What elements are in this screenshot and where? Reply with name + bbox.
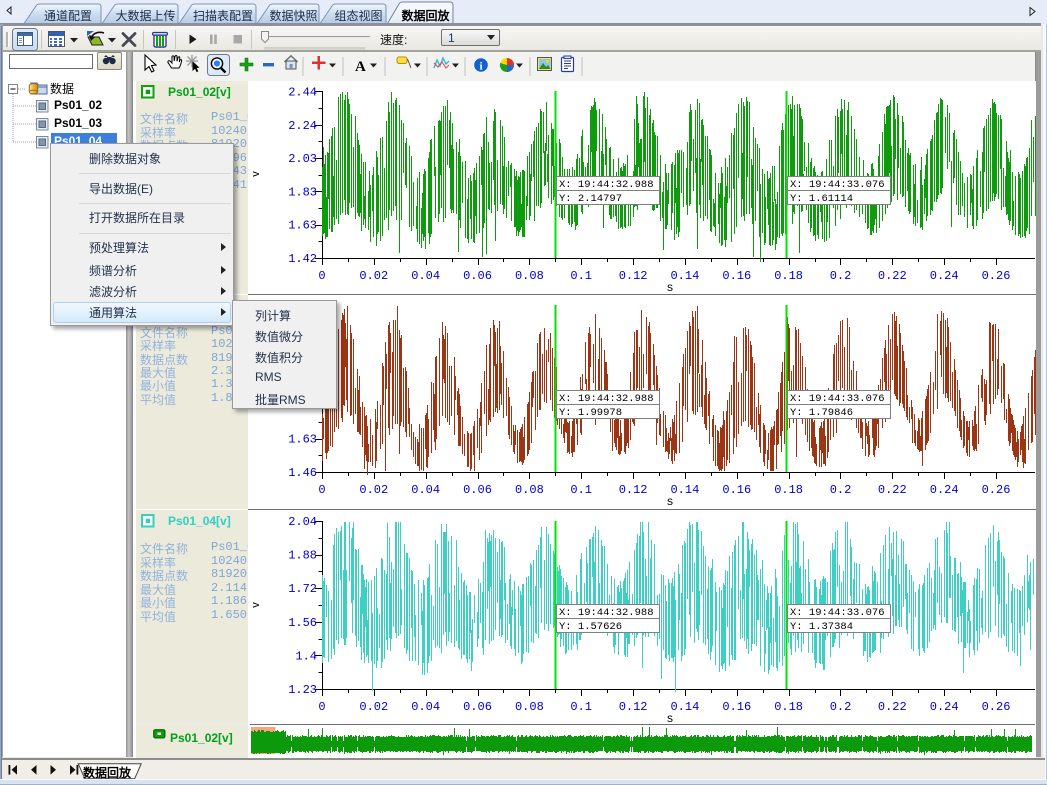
svg-text:1.46: 1.46 — [288, 466, 317, 480]
svg-text:0.26: 0.26 — [982, 483, 1011, 497]
svg-text:s: s — [666, 495, 673, 509]
svg-text:0.06: 0.06 — [463, 700, 492, 714]
svg-text:2.24: 2.24 — [288, 119, 317, 133]
svg-text:0.26: 0.26 — [982, 269, 1011, 283]
svg-text:0.24: 0.24 — [930, 483, 959, 497]
svg-text:s: s — [666, 712, 673, 723]
svg-text:0.14: 0.14 — [670, 483, 699, 497]
svg-text:X: 19:44:33.076: X: 19:44:33.076 — [790, 607, 885, 619]
svg-text:X: 19:44:32.988: X: 19:44:32.988 — [559, 607, 654, 619]
svg-text:0.2: 0.2 — [830, 483, 852, 497]
svg-text:1.23: 1.23 — [288, 683, 317, 697]
svg-text:0.24: 0.24 — [930, 700, 959, 714]
svg-text:1.83: 1.83 — [288, 185, 317, 199]
svg-text:数据快照: 数据快照 — [269, 8, 317, 23]
svg-text:0.08: 0.08 — [515, 269, 544, 283]
svg-text:0.02: 0.02 — [359, 700, 388, 714]
svg-text:1.56: 1.56 — [288, 616, 317, 630]
svg-text:0.02: 0.02 — [359, 269, 388, 283]
svg-text:0.2: 0.2 — [830, 700, 852, 714]
svg-text:0.12: 0.12 — [619, 483, 648, 497]
svg-text:1.42: 1.42 — [288, 252, 317, 266]
svg-text:0.18: 0.18 — [774, 483, 803, 497]
svg-text:0.08: 0.08 — [515, 483, 544, 497]
svg-text:v: v — [250, 602, 262, 608]
svg-text:0.04: 0.04 — [411, 700, 440, 714]
svg-text:0.22: 0.22 — [878, 700, 907, 714]
svg-text:1.88: 1.88 — [288, 549, 317, 563]
svg-text:数据回放: 数据回放 — [401, 8, 450, 23]
svg-text:0.04: 0.04 — [411, 269, 440, 283]
svg-text:2.44: 2.44 — [288, 86, 317, 100]
svg-text:0.24: 0.24 — [930, 269, 959, 283]
svg-text:A: A — [355, 59, 366, 75]
svg-text:0.1: 0.1 — [570, 483, 592, 497]
svg-text:0.18: 0.18 — [774, 269, 803, 283]
svg-text:0.12: 0.12 — [619, 700, 648, 714]
svg-text:大数据上传: 大数据上传 — [115, 8, 175, 23]
svg-text:Y: 1.37384: Y: 1.37384 — [790, 621, 853, 633]
svg-text:1.72: 1.72 — [288, 582, 317, 596]
svg-text:0.22: 0.22 — [878, 483, 907, 497]
svg-text:1.63: 1.63 — [288, 219, 317, 233]
svg-text:数据: 数据 — [50, 81, 74, 96]
svg-text:组态视图: 组态视图 — [334, 8, 382, 23]
svg-text:0.1: 0.1 — [570, 269, 592, 283]
svg-text:i: i — [479, 61, 482, 73]
svg-text:0: 0 — [318, 483, 325, 497]
svg-text:0: 0 — [318, 269, 325, 283]
svg-text:0.16: 0.16 — [722, 269, 751, 283]
svg-text:X: 19:44:32.988: X: 19:44:32.988 — [559, 179, 654, 191]
svg-text:Y: 1.61114: Y: 1.61114 — [790, 193, 853, 205]
svg-text:0.26: 0.26 — [982, 700, 1011, 714]
svg-text:s: s — [666, 281, 673, 295]
svg-text:0.06: 0.06 — [463, 483, 492, 497]
svg-text:扫描表配置: 扫描表配置 — [193, 9, 253, 23]
svg-text:2.03: 2.03 — [288, 152, 317, 166]
svg-text:0.2: 0.2 — [830, 269, 852, 283]
svg-text:0.08: 0.08 — [515, 700, 544, 714]
svg-text:0.14: 0.14 — [670, 269, 699, 283]
svg-text:0.16: 0.16 — [722, 700, 751, 714]
svg-text:0: 0 — [318, 700, 325, 714]
svg-text:0.02: 0.02 — [359, 483, 388, 497]
svg-text:0.14: 0.14 — [670, 700, 699, 714]
svg-text:v: v — [250, 171, 262, 177]
svg-text:0.04: 0.04 — [411, 483, 440, 497]
svg-text:0.1: 0.1 — [570, 700, 592, 714]
svg-text:1.4: 1.4 — [295, 649, 317, 663]
svg-text:1.63: 1.63 — [288, 433, 317, 447]
svg-text:Y: 1.99978: Y: 1.99978 — [559, 407, 622, 419]
svg-text:通道配置: 通道配置 — [44, 9, 92, 23]
svg-text:0.12: 0.12 — [619, 269, 648, 283]
svg-text:Y: 1.57626: Y: 1.57626 — [559, 621, 622, 633]
svg-text:2.04: 2.04 — [288, 515, 317, 529]
svg-text:0.22: 0.22 — [878, 269, 907, 283]
svg-text:X: 19:44:33.076: X: 19:44:33.076 — [790, 393, 885, 405]
svg-text:0.06: 0.06 — [463, 269, 492, 283]
svg-text:Y: 1.79846: Y: 1.79846 — [790, 407, 853, 419]
svg-text:0.18: 0.18 — [774, 700, 803, 714]
svg-text:0.16: 0.16 — [722, 483, 751, 497]
svg-text:X: 19:44:32.988: X: 19:44:32.988 — [559, 393, 654, 405]
svg-text:Y: 2.14797: Y: 2.14797 — [559, 193, 622, 205]
svg-text:X: 19:44:33.076: X: 19:44:33.076 — [790, 179, 885, 191]
